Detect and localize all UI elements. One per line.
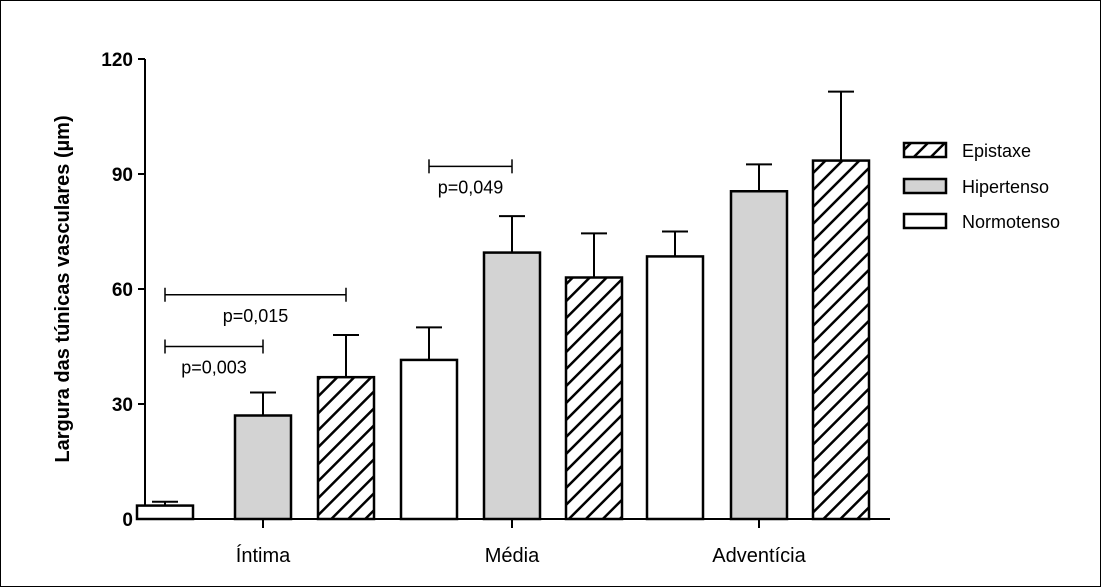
p-value-label: p=0,015: [223, 306, 289, 326]
bar-epistaxe-3: [811, 159, 871, 521]
bar-hipertenso-3: [729, 190, 789, 521]
legend-swatch-epistaxe: [902, 141, 948, 159]
y-tick-label: 0: [122, 510, 133, 531]
bars: [135, 90, 871, 521]
legend-swatch-normotenso: [902, 212, 948, 230]
legend-label-hipertenso: Hipertenso: [962, 177, 1049, 197]
legend-label-normotenso: Normotenso: [962, 212, 1060, 232]
legend-label-epistaxe: Epistaxe: [962, 141, 1031, 161]
x-tick-label: Média: [485, 545, 540, 567]
legend-swatch-hipertenso: [902, 177, 948, 195]
p-value-label: p=0,049: [438, 177, 504, 197]
y-tick-label: 30: [112, 395, 133, 416]
y-tick-label: 90: [112, 165, 133, 186]
legend: Epistaxe Hipertenso Normotenso: [902, 141, 1060, 232]
bar-normotenso-3: [645, 255, 705, 521]
bar-normotenso-2: [399, 358, 459, 521]
p-value-label: p=0,003: [181, 358, 247, 378]
y-axis-title: Largura das túnicas vasculares (µm): [52, 115, 74, 462]
bar-epistaxe-2: [564, 276, 624, 521]
x-tick-label: Íntima: [236, 544, 291, 567]
significance-annotations: p=0,015 p=0,003 p=0,049: [164, 159, 513, 378]
bar-hipertenso-1: [233, 414, 293, 521]
bar-hipertenso-2: [482, 251, 542, 521]
bar-normotenso-1: [135, 504, 195, 521]
y-tick-label: 120: [101, 50, 133, 71]
bar-epistaxe-1: [316, 375, 376, 521]
x-tick-label: Adventícia: [712, 545, 806, 567]
y-tick-label: 60: [112, 280, 133, 301]
